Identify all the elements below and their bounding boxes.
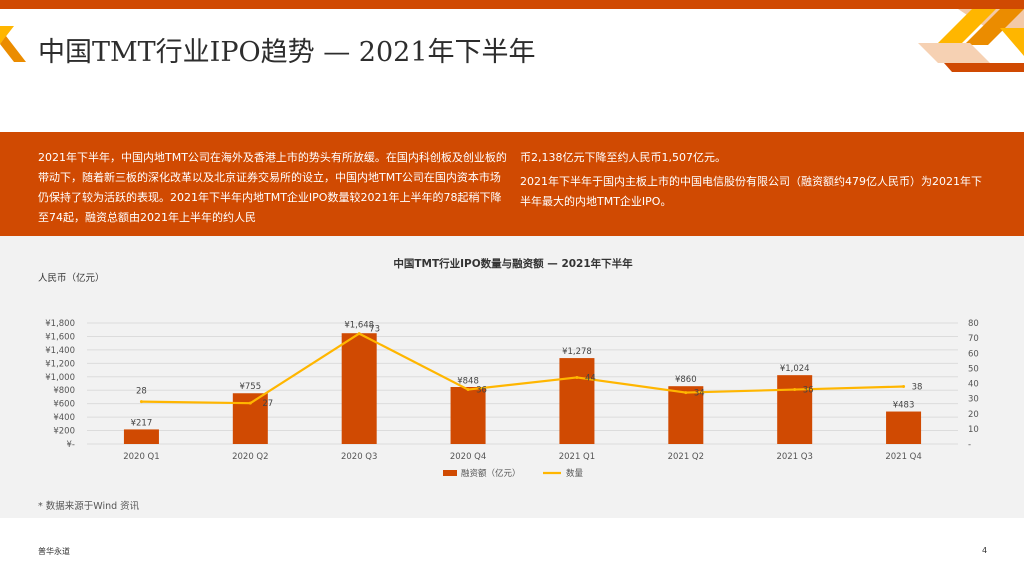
line-point-ipo-count bbox=[793, 388, 797, 392]
bar-value-label: ¥755 bbox=[239, 382, 261, 392]
line-value-label: 27 bbox=[262, 399, 273, 409]
top-accent-bar bbox=[0, 0, 1024, 9]
right-chevron-decoration bbox=[918, 9, 1024, 72]
right-axis-tick-label: 80 bbox=[968, 319, 979, 329]
line-value-label: 38 bbox=[912, 383, 923, 393]
left-axis-tick-label: ¥1,400 bbox=[45, 346, 75, 356]
line-value-label: 34 bbox=[694, 389, 705, 399]
bar-financing-2021-q4 bbox=[886, 411, 922, 444]
line-ipo-count bbox=[141, 332, 904, 405]
line-point-ipo-count bbox=[139, 400, 143, 404]
left-axis-tick-label: ¥800 bbox=[53, 386, 75, 396]
bar-value-label: ¥1,278 bbox=[562, 347, 592, 357]
bar-value-label: ¥860 bbox=[675, 375, 697, 385]
legend-bar-swatch bbox=[443, 470, 457, 476]
right-axis-tick-label: 70 bbox=[968, 334, 979, 344]
legend-line-label: 数量 bbox=[566, 468, 584, 479]
right-axis-tick-label: 50 bbox=[968, 364, 979, 374]
left-chevron-decoration bbox=[0, 26, 26, 62]
bar-value-label: ¥217 bbox=[131, 418, 153, 428]
left-axis-tick-label: ¥1,800 bbox=[45, 319, 75, 329]
ipo-combo-chart: 中国TMT行业IPO数量与融资额 — 2021年下半年 ¥217 ¥755 ¥1,6… bbox=[45, 257, 979, 479]
right-axis-tick-label: - bbox=[968, 440, 971, 450]
line-point-ipo-count bbox=[902, 385, 906, 389]
line-value-label: 36 bbox=[803, 386, 814, 396]
left-axis-tick-label: ¥- bbox=[67, 440, 75, 450]
bar-value-label: ¥1,024 bbox=[780, 364, 810, 374]
source-note: * 数据来源于Wind 资讯 bbox=[38, 501, 140, 512]
left-axis-unit: 人民币（亿元） bbox=[38, 273, 105, 284]
left-axis-tick-label: ¥400 bbox=[53, 413, 75, 423]
right-axis-tick-label: 20 bbox=[968, 410, 979, 420]
x-axis-category-label: 2021 Q1 bbox=[559, 452, 595, 462]
summary-paragraph: 2021年下半年，中国内地TMT公司在海外及香港上市的势头有所放缓。在国内科创板… bbox=[38, 151, 507, 224]
left-axis-tick-label: ¥200 bbox=[53, 427, 75, 437]
right-axis-tick-label: 30 bbox=[968, 395, 979, 405]
right-axis-tick-label: 10 bbox=[968, 425, 979, 435]
line-point-ipo-count bbox=[357, 332, 361, 336]
x-axis-category-label: 2020 Q1 bbox=[123, 452, 159, 462]
bar-financing-2020-q1 bbox=[123, 429, 159, 444]
page-number: 4 bbox=[982, 546, 988, 555]
x-axis-category-label: 2020 Q4 bbox=[450, 452, 486, 462]
bar-financing-2020-q4 bbox=[450, 386, 486, 444]
summary-paragraph: 2021年下半年于国内主板上市的中国电信股份有限公司（融资额约479亿人民币）为… bbox=[520, 175, 982, 208]
bar-financing-2021-q3 bbox=[777, 375, 813, 444]
chart-title: 中国TMT行业IPO数量与融资额 — 2021年下半年 bbox=[393, 257, 633, 270]
line-point-ipo-count bbox=[248, 401, 252, 405]
left-axis-tick-label: ¥1,200 bbox=[45, 359, 75, 369]
bar-financing-2021-q1 bbox=[559, 358, 595, 444]
bar-financing-2021-q2 bbox=[668, 386, 704, 444]
x-axis-category-label: 2021 Q3 bbox=[776, 452, 812, 462]
left-axis-tick-label: ¥1,600 bbox=[45, 332, 75, 342]
right-axis-tick-label: 40 bbox=[968, 380, 979, 390]
summary-paragraph: 币2,138亿元下降至约人民币1,507亿元。 bbox=[520, 151, 726, 164]
bar-value-label: ¥848 bbox=[457, 377, 479, 387]
summary-column-right: 币2,138亿元下降至约人民币1,507亿元。 2021年下半年于国内主板上市的… bbox=[520, 148, 990, 212]
slide-title: 中国TMT行业IPO趋势 — 2021年下半年 bbox=[38, 37, 536, 68]
bar-value-label: ¥483 bbox=[893, 401, 915, 411]
line-point-ipo-count bbox=[575, 375, 579, 379]
summary-band: 2021年下半年，中国内地TMT公司在海外及香港上市的势头有所放缓。在国内科创板… bbox=[0, 132, 1024, 236]
left-axis-tick-label: ¥1,000 bbox=[45, 373, 75, 383]
line-value-label: 36 bbox=[476, 386, 487, 396]
x-axis-category-label: 2021 Q4 bbox=[885, 452, 921, 462]
line-value-label: 73 bbox=[369, 325, 380, 335]
line-value-label: 44 bbox=[585, 373, 596, 383]
bar-financing-2020-q3 bbox=[341, 333, 377, 444]
legend-bar-label: 融资额（亿元） bbox=[461, 468, 521, 479]
footer-brand: 普华永道 bbox=[38, 547, 70, 556]
line-point-ipo-count bbox=[684, 391, 688, 395]
right-axis-tick-label: 60 bbox=[968, 349, 979, 359]
left-axis-tick-label: ¥600 bbox=[53, 400, 75, 410]
line-point-ipo-count bbox=[466, 388, 470, 392]
bar-value-label: ¥1,648 bbox=[344, 321, 374, 331]
summary-column-left: 2021年下半年，中国内地TMT公司在海外及香港上市的势头有所放缓。在国内科创板… bbox=[38, 148, 508, 228]
line-value-label: 28 bbox=[136, 387, 147, 397]
x-axis-category-label: 2020 Q2 bbox=[232, 452, 268, 462]
x-axis-category-label: 2021 Q2 bbox=[668, 452, 704, 462]
x-axis-category-label: 2020 Q3 bbox=[341, 452, 377, 462]
